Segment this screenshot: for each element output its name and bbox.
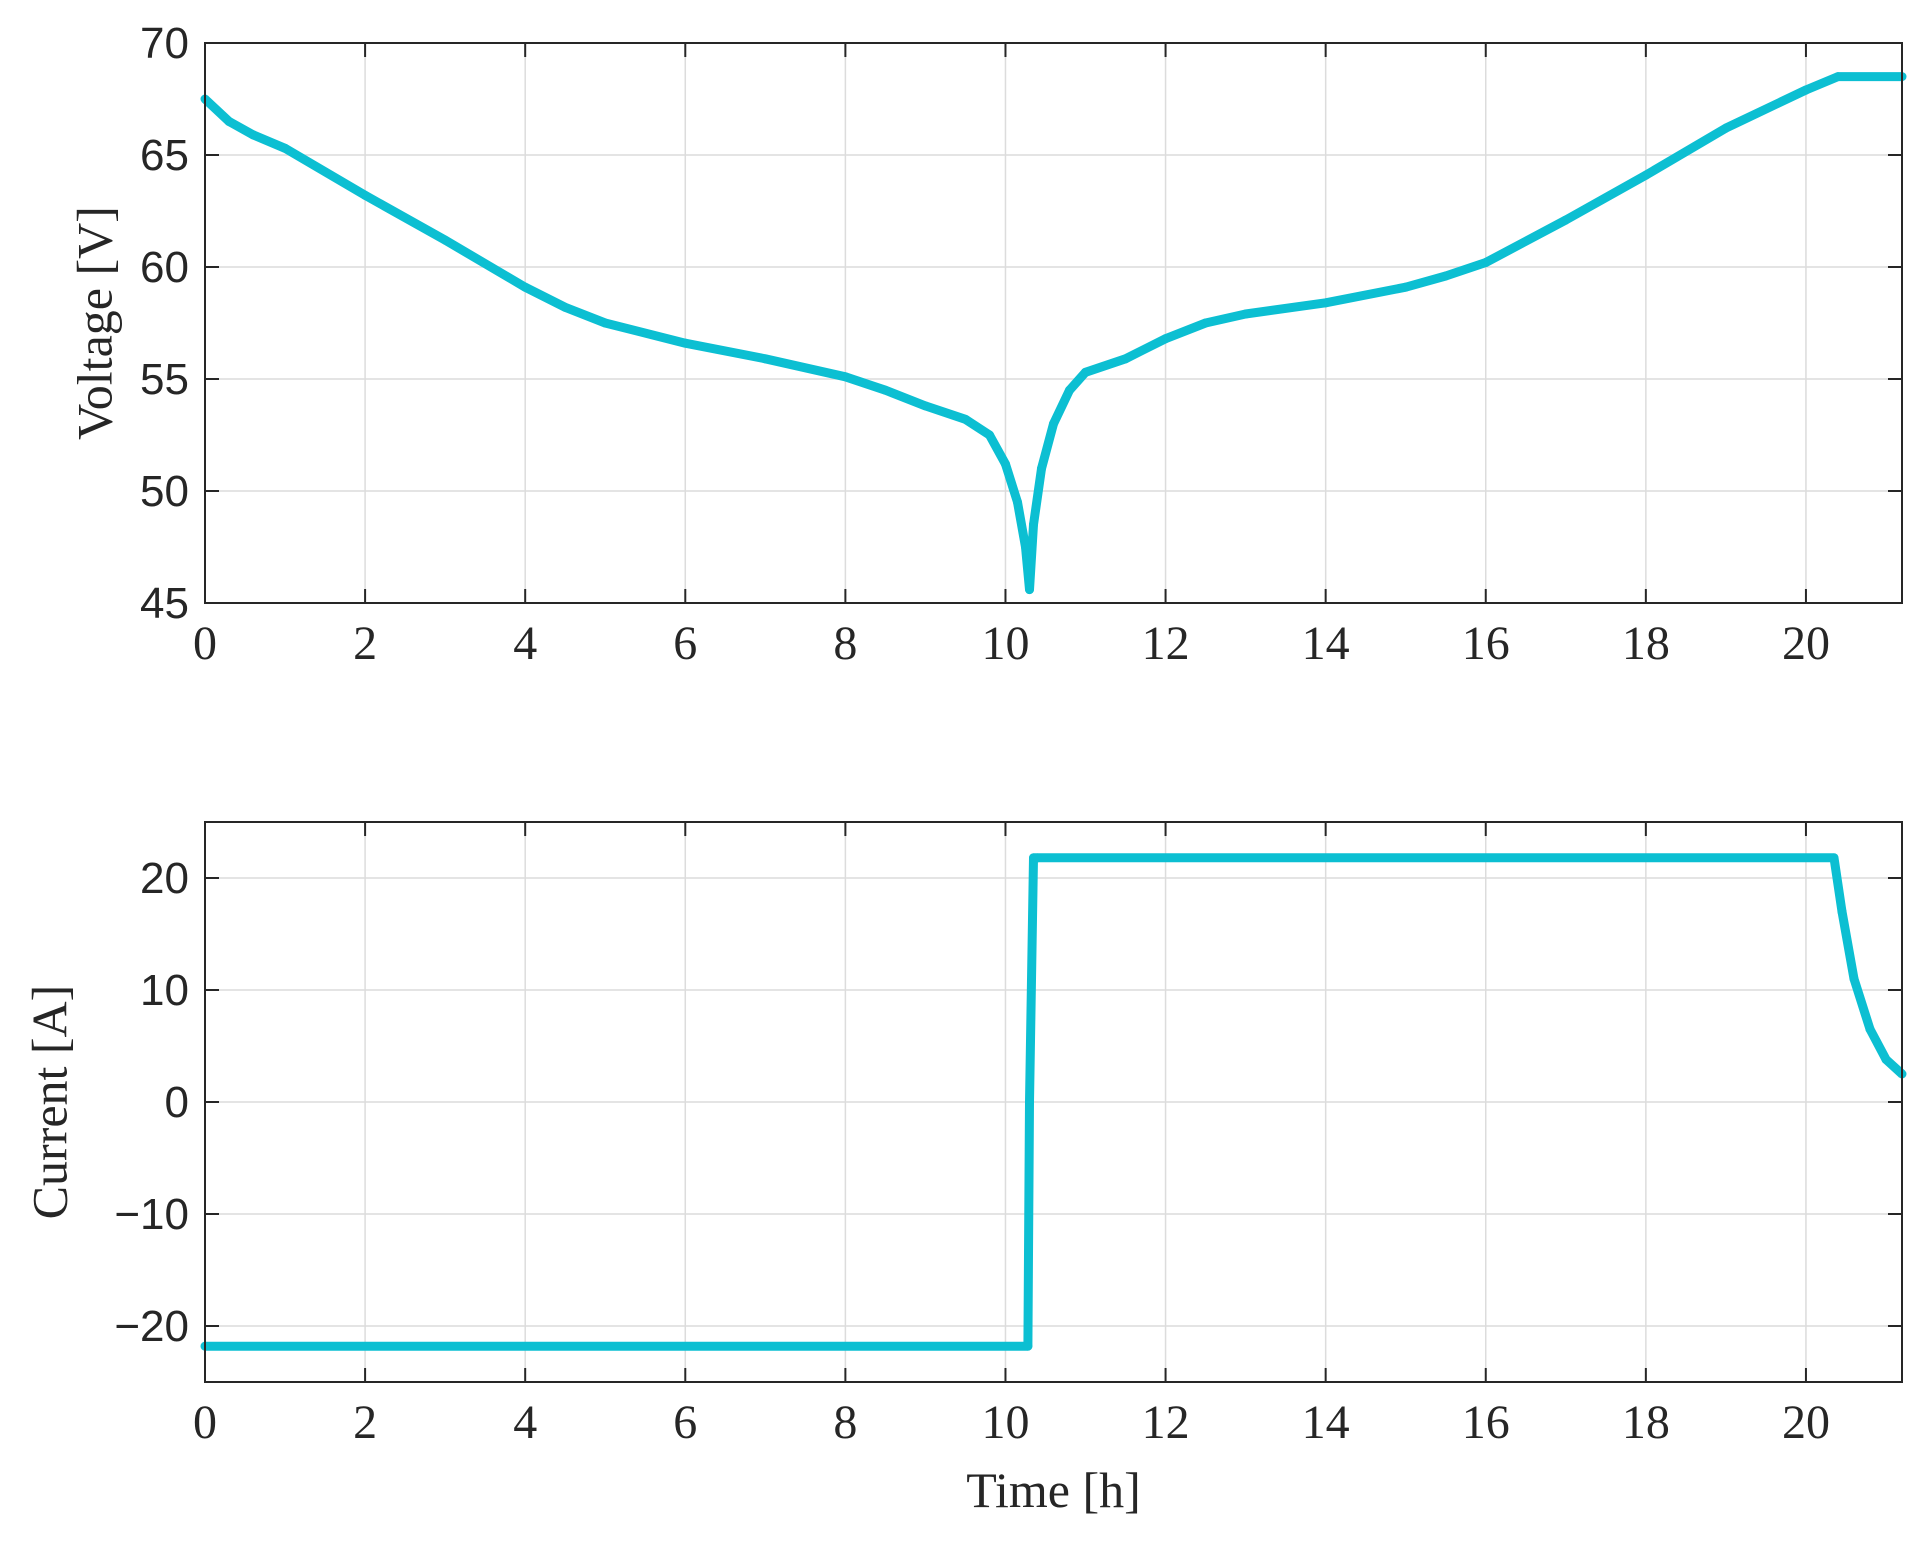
- voltage-data-point: [1801, 85, 1811, 95]
- current-x-tick-label: 0: [193, 1396, 217, 1449]
- voltage-data-point: [280, 143, 290, 153]
- voltage-data-point: [1065, 385, 1075, 395]
- voltage-data-point: [1081, 367, 1091, 377]
- current-x-tick-label: 16: [1462, 1396, 1510, 1449]
- voltage-data-point: [1049, 419, 1058, 429]
- current-y-tick-label: 10: [140, 966, 189, 1015]
- voltage-y-tick-label: 65: [140, 131, 189, 180]
- voltage-series: [200, 72, 1907, 595]
- voltage-data-point: [1161, 334, 1171, 344]
- current-x-tick-label: 6: [673, 1396, 697, 1449]
- current-x-axis-label: Time [h]: [966, 1462, 1141, 1518]
- voltage-x-tick-label: 10: [981, 617, 1029, 670]
- current-series: [200, 853, 1907, 1351]
- current-y-tick-label: 20: [140, 854, 189, 903]
- current-data-point: [1024, 1097, 1034, 1107]
- voltage-data-point: [920, 401, 930, 411]
- current-x-tick-label: 4: [513, 1396, 537, 1449]
- voltage-data-point: [1012, 497, 1022, 507]
- voltage-grid: [205, 43, 1902, 603]
- voltage-data-point: [520, 282, 530, 292]
- current-x-tick-label: 2: [353, 1396, 377, 1449]
- voltage-data-point: [680, 338, 690, 348]
- voltage-axes-box: [204, 42, 1903, 604]
- voltage-data-point: [1641, 170, 1651, 180]
- current-chart: 0 2 4 6 8 10 12 14 16 18 20 −20 −10 0 10 20 Current [A]…: [21, 821, 1907, 1518]
- voltage-data-point: [1481, 258, 1491, 268]
- current-data-point: [1023, 1341, 1033, 1351]
- current-x-tick-label: 18: [1622, 1396, 1670, 1449]
- current-x-tick-label: 20: [1782, 1396, 1830, 1449]
- voltage-data-point: [1000, 459, 1010, 469]
- voltage-y-tick-label: 70: [140, 19, 189, 68]
- current-data-point: [1032, 853, 1042, 863]
- voltage-data-point: [1833, 72, 1843, 82]
- voltage-plot-area: [204, 42, 1903, 604]
- voltage-data-point: [1024, 585, 1034, 595]
- voltage-x-tick-label: 18: [1622, 617, 1670, 670]
- voltage-data-point: [1020, 542, 1030, 552]
- current-data-point: [1829, 853, 1839, 863]
- voltage-data-point: [1121, 354, 1131, 364]
- voltage-data-point: [1321, 298, 1331, 308]
- voltage-ticks: 0 2 4 6 8 10 12 14 16 18 20 45 50 55 60 65 70: [140, 19, 1902, 670]
- voltage-x-tick-label: 16: [1462, 617, 1510, 670]
- voltage-data-point: [984, 430, 994, 440]
- current-data-point: [1881, 1054, 1891, 1064]
- voltage-data-point: [1036, 464, 1046, 474]
- current-y-axis-label: Current [A]: [21, 985, 77, 1220]
- voltage-y-tick-label: 45: [140, 579, 189, 628]
- voltage-data-point: [880, 385, 890, 395]
- voltage-data-point: [1201, 318, 1211, 328]
- voltage-data-point: [440, 235, 450, 245]
- current-x-tick-label: 12: [1142, 1396, 1190, 1449]
- voltage-y-axis-label: Voltage [V]: [66, 206, 122, 440]
- voltage-chart: 0 2 4 6 8 10 12 14 16 18 20 45 50 55 60 65 70 Voltage [V…: [66, 19, 1907, 670]
- voltage-x-tick-label: 8: [833, 617, 857, 670]
- voltage-data-point: [224, 116, 234, 126]
- voltage-x-tick-label: 4: [513, 617, 537, 670]
- voltage-data-point: [960, 414, 970, 424]
- current-data-point: [1865, 1024, 1875, 1034]
- voltage-data-point: [1241, 309, 1251, 319]
- voltage-data-point: [360, 190, 370, 200]
- voltage-data-point: [1561, 215, 1571, 225]
- voltage-data-point: [1028, 520, 1038, 530]
- voltage-x-tick-label: 6: [673, 617, 697, 670]
- voltage-data-point: [560, 302, 570, 312]
- voltage-y-tick-label: 55: [140, 355, 189, 404]
- current-axes-box: [204, 821, 1903, 1383]
- current-x-tick-label: 10: [981, 1396, 1029, 1449]
- voltage-data-point: [248, 130, 258, 140]
- voltage-data-point: [1721, 123, 1731, 133]
- current-data-point: [1837, 907, 1847, 917]
- voltage-x-tick-label: 0: [193, 617, 217, 670]
- voltage-data-point: [760, 354, 770, 364]
- voltage-x-tick-label: 20: [1782, 617, 1830, 670]
- voltage-x-tick-label: 12: [1142, 617, 1190, 670]
- voltage-data-point: [1441, 271, 1451, 281]
- voltage-data-point: [840, 372, 850, 382]
- voltage-x-tick-label: 14: [1302, 617, 1350, 670]
- current-y-tick-label: −10: [114, 1190, 189, 1239]
- voltage-y-tick-label: 50: [140, 467, 189, 516]
- current-x-tick-label: 14: [1302, 1396, 1350, 1449]
- current-grid: [205, 822, 1902, 1382]
- voltage-data-point: [1401, 282, 1411, 292]
- current-ticks: 0 2 4 6 8 10 12 14 16 18 20 −20 −10 0 10 20: [114, 822, 1902, 1449]
- voltage-data-point: [600, 318, 610, 328]
- voltage-x-tick-label: 2: [353, 617, 377, 670]
- current-data-point: [1849, 974, 1859, 984]
- current-y-tick-label: −20: [114, 1302, 189, 1351]
- current-y-tick-label: 0: [165, 1078, 189, 1127]
- voltage-y-tick-label: 60: [140, 243, 189, 292]
- current-x-tick-label: 8: [833, 1396, 857, 1449]
